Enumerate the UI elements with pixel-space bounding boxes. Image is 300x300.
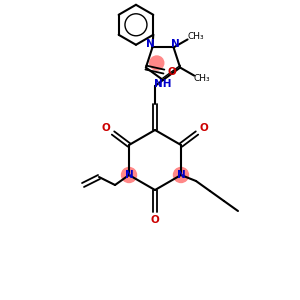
Text: O: O — [102, 123, 110, 133]
Text: N: N — [146, 39, 155, 50]
Text: O: O — [151, 215, 159, 225]
Text: N: N — [171, 39, 180, 50]
Text: N: N — [177, 170, 185, 180]
Circle shape — [173, 167, 188, 182]
Circle shape — [122, 167, 136, 182]
Text: O: O — [200, 123, 208, 133]
Text: N: N — [124, 170, 134, 180]
Circle shape — [150, 56, 164, 70]
Text: CH₃: CH₃ — [194, 74, 210, 83]
Text: NH: NH — [154, 79, 172, 89]
Text: O: O — [167, 67, 176, 76]
Text: CH₃: CH₃ — [187, 32, 204, 41]
